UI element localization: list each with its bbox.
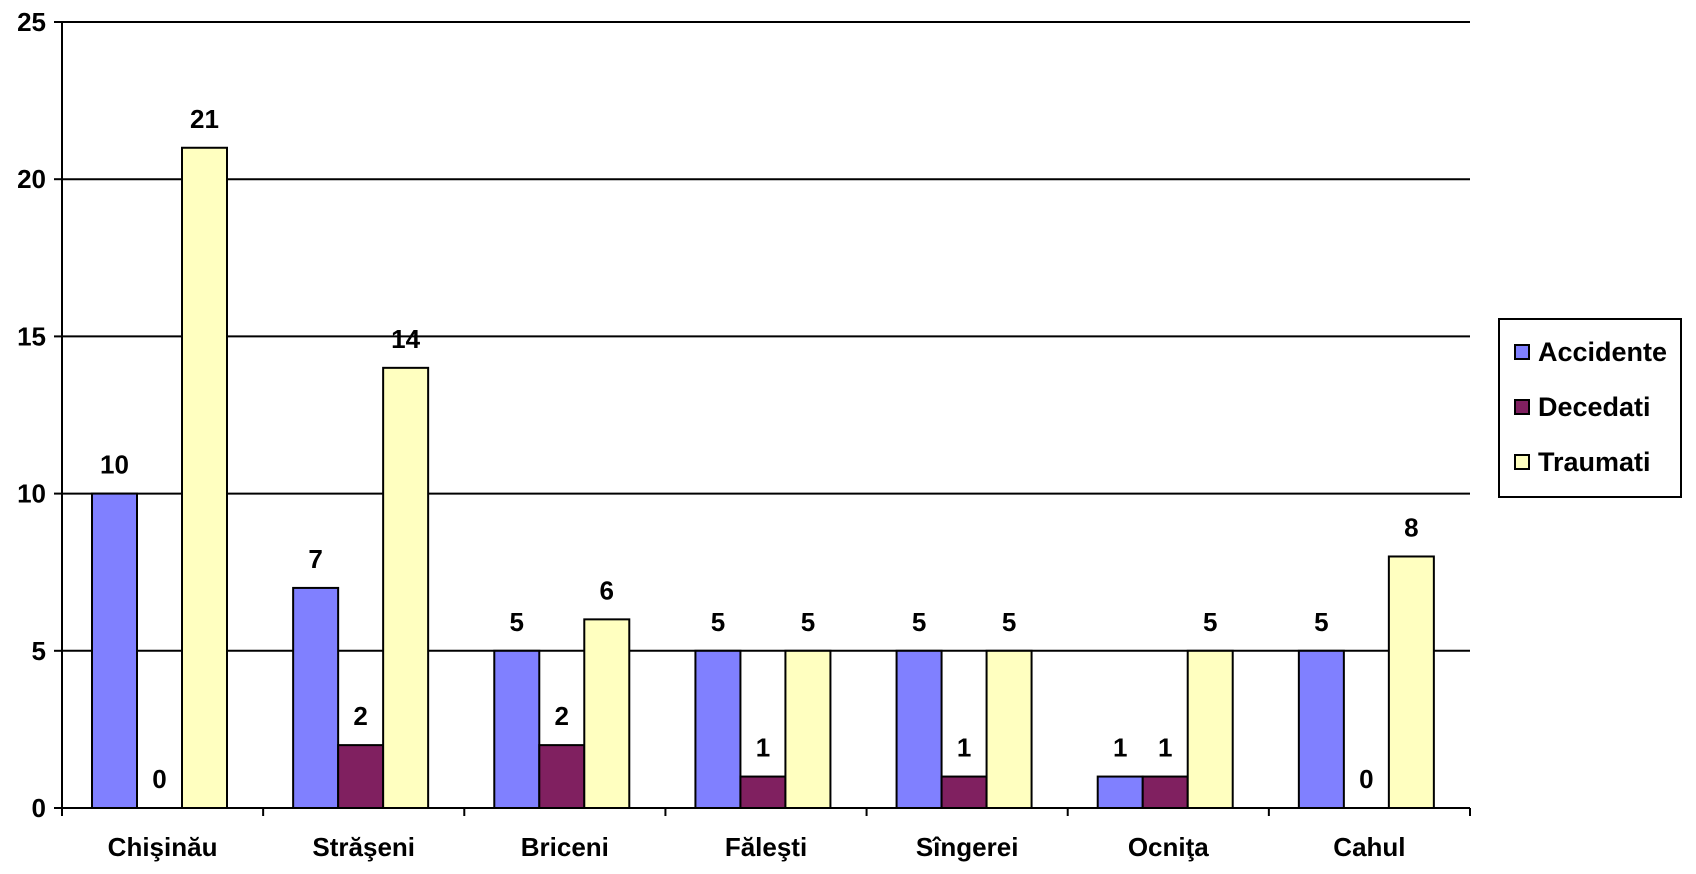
- data-label: 14: [391, 324, 420, 354]
- labels: 051015202510021Chişinău7214Străşeni526Br…: [17, 7, 1419, 862]
- bar-accidente-5: [1096, 775, 1144, 809]
- data-label: 5: [711, 607, 725, 637]
- data-label: 5: [912, 607, 926, 637]
- axes: [54, 21, 1471, 816]
- legend-swatch-traumati: [1514, 454, 1530, 470]
- bar-traumati-4: [985, 649, 1033, 809]
- y-tick-label: 5: [32, 636, 46, 666]
- data-label: 10: [100, 450, 129, 480]
- x-tick-label: Ocniţa: [1128, 832, 1209, 862]
- bar-traumati-2: [583, 618, 631, 809]
- x-tick-label: Făleşti: [725, 832, 807, 862]
- data-label: 2: [555, 701, 569, 731]
- legend-label-accidente: Accidente: [1538, 336, 1668, 367]
- data-label: 2: [353, 701, 367, 731]
- legend-item-accidente: Accidente: [1514, 332, 1667, 372]
- bar-traumati-5: [1186, 649, 1234, 809]
- y-tick-label: 15: [17, 321, 46, 351]
- data-label: 21: [190, 104, 219, 134]
- legend: Accidente Decedati Traumati: [1498, 318, 1682, 498]
- data-label: 1: [1158, 733, 1172, 763]
- bar-accidente-3: [694, 649, 742, 809]
- bar-decedati-5: [1141, 775, 1189, 809]
- legend-label-traumati: Traumati: [1538, 446, 1651, 477]
- y-tick-label: 10: [17, 479, 46, 509]
- bar-accidente-6: [1297, 649, 1345, 809]
- legend-label-decedati: Decedati: [1538, 391, 1651, 422]
- bar-accidente-1: [292, 586, 340, 809]
- bars: [91, 146, 1435, 809]
- legend-item-traumati: Traumati: [1514, 442, 1651, 482]
- bar-decedati-4: [940, 775, 988, 809]
- legend-swatch-accidente: [1514, 344, 1530, 360]
- gridlines: [62, 21, 1470, 652]
- legend-item-decedati: Decedati: [1514, 387, 1651, 427]
- bar-accidente-2: [493, 649, 541, 809]
- data-label: 0: [1359, 764, 1373, 794]
- bar-decedati-3: [739, 775, 787, 809]
- bar-decedati-1: [337, 744, 385, 809]
- data-label: 5: [1314, 607, 1328, 637]
- bar-traumati-3: [784, 649, 832, 809]
- data-label: 5: [510, 607, 524, 637]
- data-label: 1: [957, 733, 971, 763]
- bar-traumati-6: [1387, 555, 1435, 809]
- x-tick-label: Cahul: [1333, 832, 1405, 862]
- data-label: 6: [600, 575, 614, 605]
- y-tick-label: 20: [17, 164, 46, 194]
- legend-swatch-decedati: [1514, 399, 1530, 415]
- y-tick-label: 0: [32, 793, 46, 823]
- x-tick-label: Chişinău: [108, 832, 218, 862]
- data-label: 8: [1404, 512, 1418, 542]
- data-label: 5: [801, 607, 815, 637]
- y-tick-label: 25: [17, 7, 46, 37]
- data-label: 5: [1002, 607, 1016, 637]
- x-tick-label: Străşeni: [312, 832, 415, 862]
- data-label: 1: [1113, 733, 1127, 763]
- bar-decedati-2: [538, 744, 586, 809]
- data-label: 5: [1203, 607, 1217, 637]
- bar-accidente-4: [895, 649, 943, 809]
- x-tick-label: Sîngerei: [916, 832, 1019, 862]
- data-label: 1: [756, 733, 770, 763]
- bar-traumati-0: [181, 146, 228, 809]
- bar-accidente-0: [91, 492, 138, 809]
- bar-traumati-1: [382, 366, 430, 809]
- data-label: 7: [308, 544, 322, 574]
- data-label: 0: [152, 764, 166, 794]
- x-tick-label: Briceni: [521, 832, 609, 862]
